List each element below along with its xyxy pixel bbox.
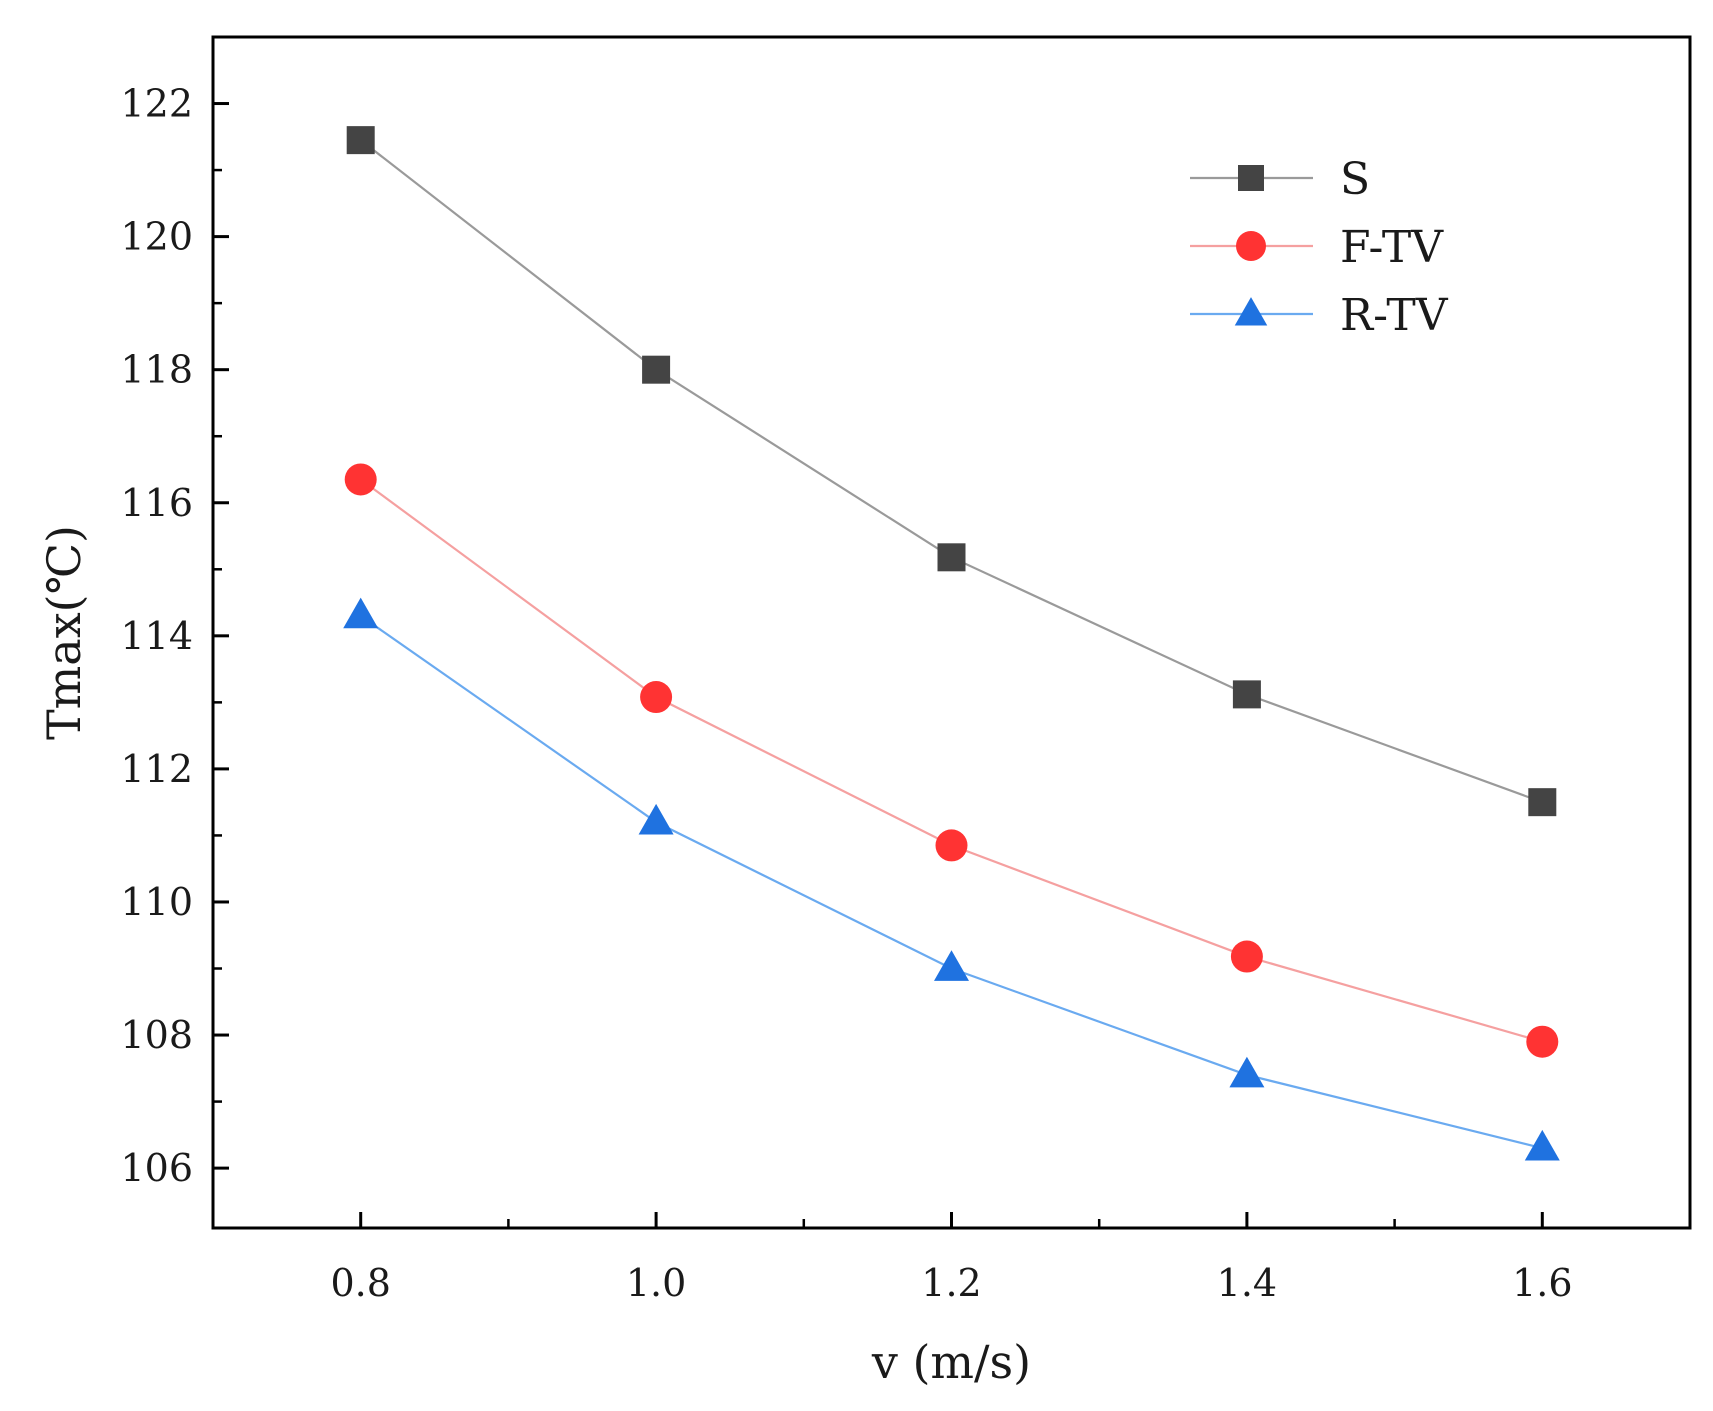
- y-tick-label: 114: [120, 614, 193, 658]
- data-point-square: [937, 543, 966, 572]
- y-tick-label: 108: [120, 1013, 193, 1057]
- series-r-tv: [343, 597, 1560, 1161]
- data-point-square: [1238, 165, 1264, 191]
- y-tick-label: 122: [120, 82, 193, 126]
- y-tick-label: 106: [120, 1146, 193, 1190]
- axes-layer: 106 108 110 112 114 116 118 120 122 0.8 1.0 1.2 1.4 1…: [120, 35, 1692, 1305]
- series-f-tv: [344, 463, 1559, 1058]
- data-point-circle: [344, 463, 377, 496]
- y-tick-label: 120: [120, 215, 193, 259]
- data-point-triangle: [1229, 1056, 1265, 1088]
- y-tick-label: 112: [120, 747, 193, 791]
- legend: S F-TV R-TV: [1190, 154, 1449, 341]
- x-axis-title: v (m/s): [871, 1335, 1031, 1389]
- legend-label: F-TV: [1340, 222, 1444, 273]
- y-tick-label: 110: [120, 880, 193, 924]
- data-point-circle: [1526, 1025, 1559, 1058]
- data-point-square: [642, 355, 671, 384]
- legend-item-r-tv: R-TV: [1190, 290, 1449, 341]
- data-point-triangle: [638, 803, 674, 835]
- legend-label: R-TV: [1340, 290, 1449, 341]
- x-tick-label: 0.8: [330, 1261, 390, 1305]
- data-point-square: [1232, 680, 1261, 709]
- data-point-circle: [1236, 231, 1266, 261]
- data-point-triangle: [343, 597, 379, 629]
- series-layer: [343, 126, 1560, 1161]
- legend-label: S: [1340, 154, 1370, 205]
- data-point-triangle: [1524, 1129, 1560, 1161]
- data-point-square: [346, 126, 375, 155]
- data-point-circle: [935, 829, 968, 862]
- data-point-square: [1528, 788, 1557, 817]
- series-s: [346, 126, 1557, 817]
- x-tick-label: 1.6: [1512, 1261, 1572, 1305]
- data-point-triangle: [1234, 297, 1268, 326]
- data-point-circle: [1230, 940, 1263, 973]
- legend-item-s: S: [1190, 154, 1370, 205]
- y-tick-label: 116: [120, 481, 193, 525]
- y-tick-label: 118: [120, 348, 193, 392]
- x-tick-label: 1.0: [626, 1261, 686, 1305]
- x-tick-label: 1.2: [921, 1261, 981, 1305]
- x-tick-label: 1.4: [1217, 1261, 1277, 1305]
- data-point-triangle: [934, 950, 969, 981]
- data-point-circle: [640, 681, 673, 714]
- legend-item-f-tv: F-TV: [1190, 222, 1444, 273]
- y-axis-title: Tmax(℃): [37, 525, 91, 740]
